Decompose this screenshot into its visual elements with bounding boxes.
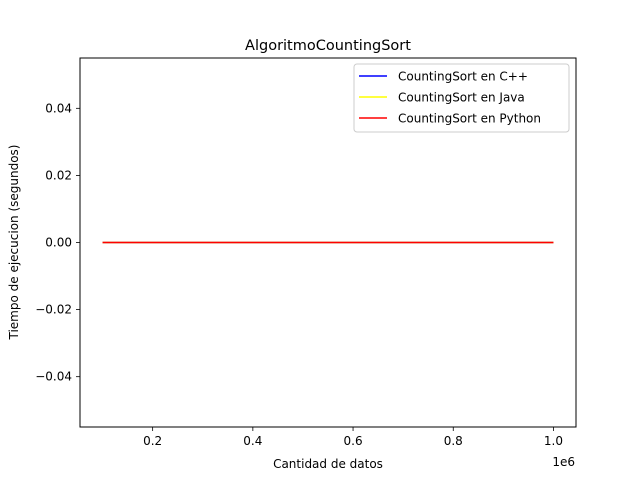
y-tick-label-3: 0.02 (45, 168, 72, 182)
y-tick-label-1: −0.02 (35, 303, 72, 317)
x-tick-label-2: 0.6 (344, 434, 363, 448)
chart-title: AlgoritmoCountingSort (245, 38, 411, 54)
y-axis-label: Tiempo de ejecucion (segundos) (7, 145, 21, 341)
x-axis-label: Cantidad de datos (273, 457, 383, 471)
y-axis-ticks: −0.04 −0.02 0.00 0.02 0.04 (35, 101, 80, 384)
legend-label-2: CountingSort en Python (398, 112, 541, 126)
x-tick-label-1: 0.4 (243, 434, 262, 448)
x-axis-offset-label: 1e6 (552, 455, 575, 469)
legend: CountingSort en C++ CountingSort en Java C… (353, 63, 570, 133)
x-tick-label-0: 0.2 (143, 434, 162, 448)
x-tick-label-3: 0.8 (444, 434, 463, 448)
x-tick-label-4: 1.0 (544, 434, 563, 448)
legend-box (353, 63, 570, 133)
legend-label-0: CountingSort en C++ (398, 70, 528, 84)
x-axis-ticks: 0.2 0.4 0.6 0.8 1.0 (143, 427, 563, 448)
y-tick-label-0: −0.04 (35, 370, 72, 384)
legend-label-1: CountingSort en Java (398, 91, 525, 105)
y-tick-label-2: 0.00 (45, 236, 72, 250)
y-tick-label-4: 0.04 (45, 101, 72, 115)
